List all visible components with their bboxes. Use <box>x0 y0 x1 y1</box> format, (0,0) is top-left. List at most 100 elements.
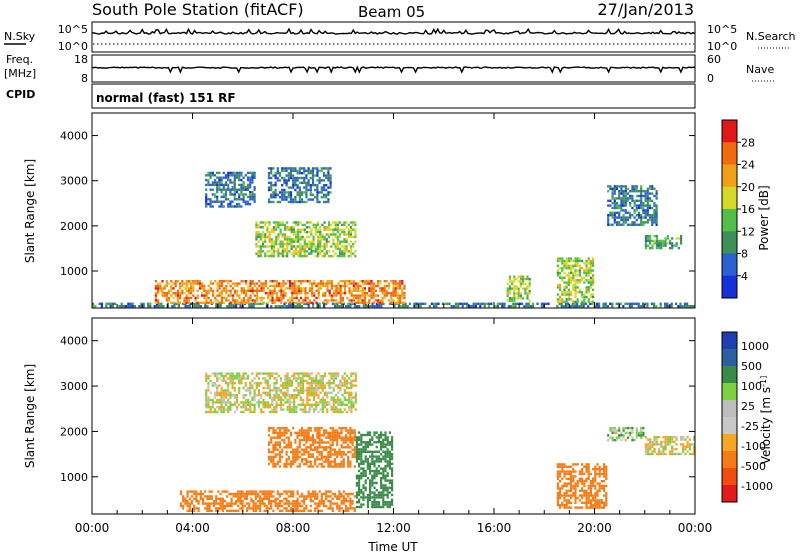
echo-cell-2 <box>253 195 256 199</box>
echo-cell-3 <box>319 235 322 239</box>
echo-cell-1 <box>315 284 318 288</box>
echo-cell-2 <box>341 394 344 397</box>
echo-cell-2 <box>293 401 296 404</box>
echo-cell-6 <box>585 295 588 299</box>
echo-cell-7 <box>633 202 636 205</box>
echo-cell-1 <box>225 292 228 295</box>
echo-cell-7 <box>644 194 647 198</box>
echo-cell-8 <box>647 237 650 240</box>
echo-cell-5 <box>626 436 630 439</box>
echo-cell-3 <box>384 484 387 487</box>
echo-cell-6 <box>592 281 595 284</box>
echo-cell-7 <box>637 194 641 198</box>
echo-cell-2 <box>297 372 300 375</box>
echo-cell-7 <box>624 192 627 195</box>
echo-cell-1 <box>326 280 329 283</box>
echo-cell-3 <box>347 235 350 239</box>
echo-cell-0 <box>523 305 526 308</box>
echo-cell-1 <box>305 450 308 454</box>
echo-cell-0 <box>182 497 185 500</box>
echo-cell-1 <box>304 287 307 290</box>
echo-cell-1 <box>316 450 319 454</box>
echo-cell-0 <box>259 490 262 493</box>
echo-cell-0 <box>206 305 209 308</box>
echo-cell-3 <box>347 233 350 236</box>
echo-cell-3 <box>354 223 357 227</box>
echo-cell-6 <box>559 276 562 279</box>
echo-cell-0 <box>248 504 251 508</box>
echo-cell-1 <box>333 294 336 297</box>
echo-cell-0 <box>270 507 273 510</box>
echo-cell-1 <box>338 462 341 466</box>
echo-cell-0 <box>259 500 262 503</box>
echo-cell-1 <box>296 448 299 451</box>
echo-cell-6 <box>563 276 566 279</box>
echo-cell-0 <box>461 305 464 308</box>
echo-cell-2 <box>288 398 291 402</box>
echo-cell-1 <box>342 426 345 430</box>
echo-cell-6 <box>592 283 595 287</box>
echo-cell-4 <box>570 482 573 485</box>
echo-cell-0 <box>692 305 695 308</box>
echo-cell-1 <box>276 448 279 451</box>
echo-cell-1 <box>325 458 328 461</box>
echo-cell-2 <box>246 188 250 191</box>
echo-cell-3 <box>312 245 315 248</box>
echo-cell-3 <box>375 441 378 444</box>
echo-cell-0 <box>129 302 132 305</box>
echo-cell-7 <box>626 216 630 219</box>
echo-cell-0 <box>318 509 321 512</box>
echo-cell-0 <box>182 504 185 508</box>
echo-cell-3 <box>299 221 302 224</box>
echo-cell-3 <box>286 226 289 229</box>
echo-cell-3 <box>319 226 322 229</box>
echo-cell-3 <box>338 250 342 253</box>
echo-cell-7 <box>635 214 638 217</box>
echo-cell-0 <box>285 507 288 510</box>
echo-cell-4 <box>274 188 277 192</box>
echo-cell-2 <box>304 389 307 392</box>
echo-cell-2 <box>253 193 256 196</box>
echo-cell-1 <box>207 292 210 295</box>
echo-cell-5 <box>526 297 529 300</box>
echo-cell-7 <box>640 216 643 219</box>
echo-cell-0 <box>633 302 636 305</box>
echo-cell-6 <box>565 264 568 267</box>
echo-cell-4 <box>563 475 566 478</box>
echo-cell-4 <box>578 470 581 473</box>
echo-cell-1 <box>227 289 230 292</box>
echo-cell-1 <box>154 287 157 290</box>
echo-cell-1 <box>377 299 380 302</box>
echo-cell-6 <box>574 279 577 282</box>
echo-cell-7 <box>624 209 627 212</box>
echo-cell-2 <box>282 408 285 411</box>
echo-cell-0 <box>259 502 262 505</box>
echo-cell-0 <box>272 500 275 503</box>
echo-cell-0 <box>155 305 158 308</box>
echo-cell-0 <box>127 305 130 308</box>
echo-cell-1 <box>319 284 322 288</box>
ytick-label: 4000 <box>60 130 88 143</box>
echo-cell-4 <box>287 172 290 175</box>
echo-cell-0 <box>338 490 341 493</box>
echo-cell-6 <box>585 262 588 265</box>
echo-cell-5 <box>513 280 516 283</box>
echo-cell-0 <box>336 497 339 500</box>
echo-cell-3 <box>391 441 394 444</box>
echo-cell-3 <box>270 252 273 255</box>
echo-cell-6 <box>671 440 674 444</box>
echo-cell-2 <box>205 174 208 177</box>
echo-cell-7 <box>624 185 627 188</box>
echo-cell-3 <box>371 453 374 456</box>
echo-cell-2 <box>242 406 245 409</box>
echo-cell-2 <box>231 377 234 380</box>
echo-cell-3 <box>386 455 389 458</box>
echo-cell-1 <box>399 296 402 300</box>
echo-cell-3 <box>358 448 361 451</box>
echo-cell-0 <box>507 305 510 308</box>
echo-cell-1 <box>256 292 259 295</box>
echo-cell-7 <box>646 194 649 198</box>
echo-cell-4 <box>583 482 586 485</box>
echo-cell-0 <box>208 509 211 512</box>
